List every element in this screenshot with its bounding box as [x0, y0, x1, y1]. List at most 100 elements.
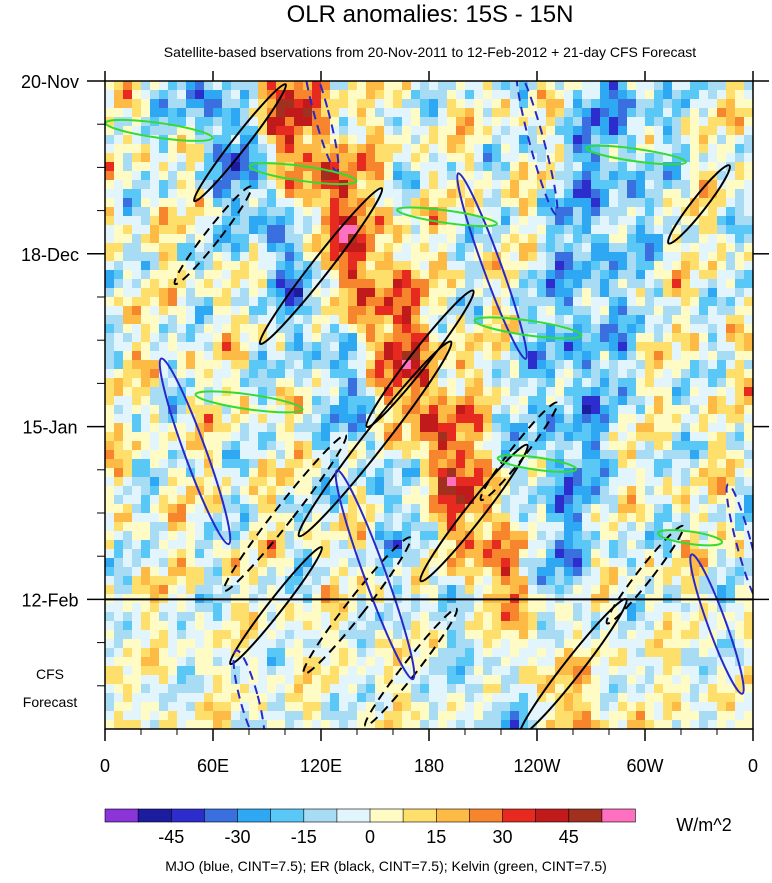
olr-anomaly-cell [681, 315, 691, 325]
olr-anomaly-cell [123, 612, 133, 622]
olr-anomaly-cell [654, 216, 664, 226]
olr-anomaly-cell [465, 675, 475, 685]
olr-anomaly-cell [663, 630, 673, 640]
olr-anomaly-cell [330, 405, 340, 415]
olr-anomaly-cell [474, 126, 484, 136]
olr-anomaly-cell [582, 90, 592, 100]
olr-anomaly-cell [177, 216, 187, 226]
olr-anomaly-cell [519, 612, 529, 622]
olr-anomaly-cell [744, 207, 753, 217]
olr-anomaly-cell [321, 603, 331, 613]
olr-anomaly-cell [447, 441, 457, 451]
olr-anomaly-cell [573, 144, 583, 154]
olr-anomaly-cell [213, 369, 223, 379]
olr-anomaly-cell [627, 630, 637, 640]
olr-anomaly-cell [465, 522, 475, 532]
olr-anomaly-cell [177, 315, 187, 325]
olr-anomaly-cell [717, 252, 727, 262]
olr-anomaly-cell [465, 306, 475, 316]
olr-anomaly-cell [573, 216, 583, 226]
olr-anomaly-cell [258, 522, 268, 532]
olr-anomaly-cell [330, 576, 340, 586]
olr-anomaly-cell [411, 144, 421, 154]
olr-anomaly-cell [132, 567, 142, 577]
olr-anomaly-cell [231, 117, 241, 127]
olr-anomaly-cell [708, 486, 718, 496]
olr-anomaly-cell [483, 432, 493, 442]
olr-anomaly-cell [573, 252, 583, 262]
olr-anomaly-cell [177, 90, 187, 100]
olr-anomaly-cell [204, 459, 214, 469]
olr-anomaly-cell [501, 585, 511, 595]
olr-anomaly-cell [555, 630, 565, 640]
olr-anomaly-cell [123, 333, 133, 343]
olr-anomaly-cell [600, 387, 610, 397]
olr-anomaly-cell [681, 81, 691, 91]
olr-anomaly-cell [303, 603, 313, 613]
olr-anomaly-cell [285, 585, 295, 595]
olr-anomaly-cell [600, 144, 610, 154]
olr-anomaly-cell [591, 306, 601, 316]
olr-anomaly-cell [717, 621, 727, 631]
olr-anomaly-cell [717, 432, 727, 442]
olr-anomaly-cell [312, 540, 322, 550]
olr-anomaly-cell [249, 495, 259, 505]
olr-anomaly-cell [474, 108, 484, 118]
olr-anomaly-cell [600, 225, 610, 235]
olr-anomaly-cell [447, 468, 457, 478]
olr-anomaly-cell [348, 666, 358, 676]
olr-anomaly-cell [105, 126, 115, 136]
olr-anomaly-cell [717, 369, 727, 379]
olr-anomaly-cell [384, 261, 394, 271]
olr-anomaly-cell [195, 567, 205, 577]
olr-anomaly-cell [465, 378, 475, 388]
olr-anomaly-cell [195, 576, 205, 586]
olr-anomaly-cell [231, 468, 241, 478]
olr-anomaly-cell [744, 495, 753, 505]
olr-anomaly-cell [672, 486, 682, 496]
olr-anomaly-cell [339, 495, 349, 505]
olr-anomaly-cell [537, 144, 547, 154]
olr-anomaly-cell [627, 387, 637, 397]
olr-anomaly-cell [348, 504, 358, 514]
olr-anomaly-cell [204, 126, 214, 136]
olr-anomaly-cell [519, 360, 529, 370]
olr-anomaly-cell [573, 126, 583, 136]
olr-anomaly-cell [564, 513, 574, 523]
olr-anomaly-cell [348, 495, 358, 505]
olr-anomaly-cell [645, 225, 655, 235]
olr-anomaly-cell [114, 639, 124, 649]
olr-anomaly-cell [528, 108, 538, 118]
olr-anomaly-cell [276, 90, 286, 100]
olr-anomaly-cell [348, 396, 358, 406]
olr-anomaly-cell [168, 351, 178, 361]
olr-anomaly-cell [375, 234, 385, 244]
olr-anomaly-cell [681, 405, 691, 415]
olr-anomaly-cell [411, 216, 421, 226]
olr-anomaly-cell [186, 189, 196, 199]
olr-anomaly-cell [114, 513, 124, 523]
olr-anomaly-cell [303, 261, 313, 271]
olr-anomaly-cell [150, 675, 160, 685]
olr-anomaly-cell [618, 126, 628, 136]
olr-anomaly-cell [546, 513, 556, 523]
olr-anomaly-cell [330, 351, 340, 361]
olr-anomaly-cell [303, 342, 313, 352]
olr-anomaly-cell [276, 585, 286, 595]
olr-anomaly-cell [501, 522, 511, 532]
olr-anomaly-cell [420, 567, 430, 577]
olr-anomaly-cell [645, 270, 655, 280]
olr-anomaly-cell [330, 387, 340, 397]
olr-anomaly-cell [249, 90, 259, 100]
olr-anomaly-cell [420, 513, 430, 523]
olr-anomaly-cell [546, 297, 556, 307]
olr-anomaly-cell [114, 234, 124, 244]
olr-anomaly-cell [393, 531, 403, 541]
olr-anomaly-cell [195, 81, 205, 91]
olr-anomaly-cell [294, 540, 304, 550]
olr-anomaly-cell [717, 306, 727, 316]
olr-anomaly-cell [204, 288, 214, 298]
olr-anomaly-cell [195, 252, 205, 262]
olr-anomaly-cell [600, 297, 610, 307]
